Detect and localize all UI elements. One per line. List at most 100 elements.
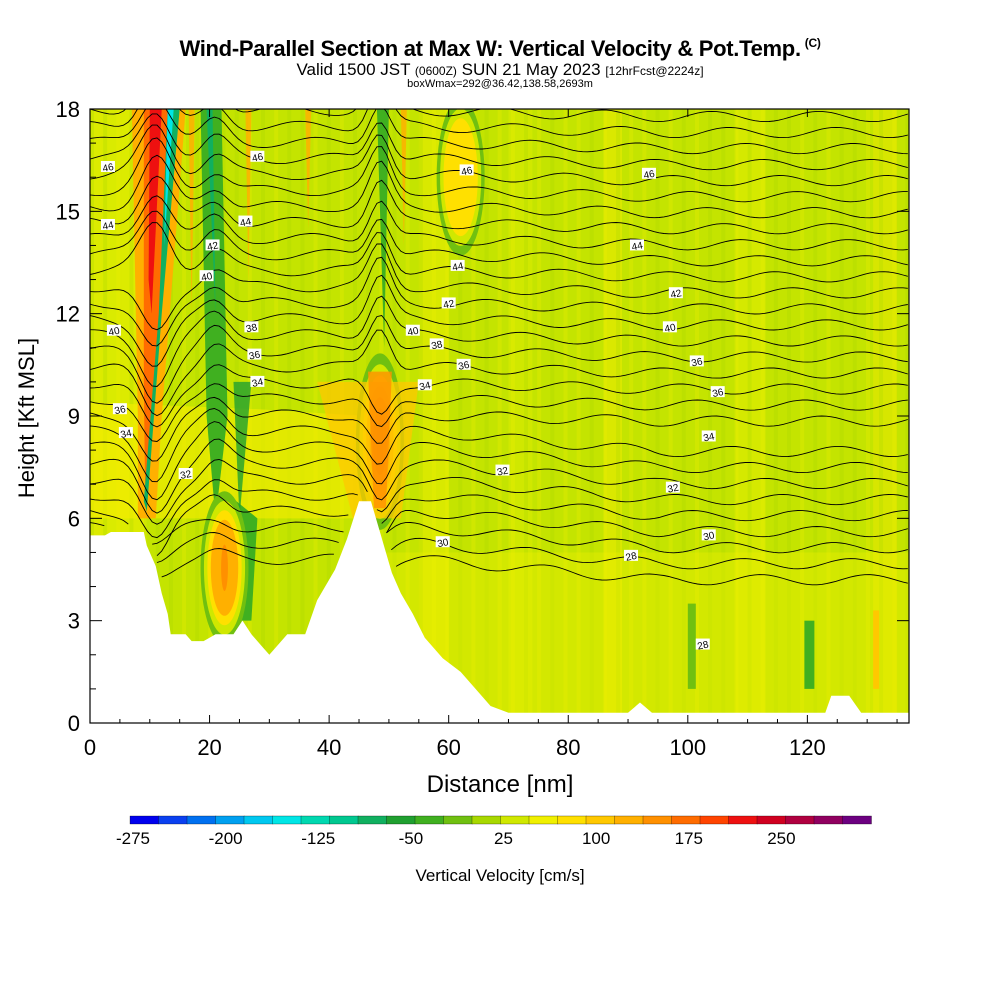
downdraft-streak bbox=[376, 109, 389, 348]
x-tick-label: 60 bbox=[436, 735, 460, 760]
colorbar-swatch bbox=[699, 815, 730, 825]
colorbar-swatch bbox=[728, 815, 758, 825]
field-stripe bbox=[773, 109, 778, 723]
downdraft-streak bbox=[687, 603, 696, 689]
field-stripe bbox=[839, 109, 844, 723]
contour-label-box bbox=[641, 167, 656, 179]
downdraft-band bbox=[233, 381, 252, 519]
upper-updraft-streak bbox=[400, 109, 407, 246]
contour-label: 46 bbox=[102, 162, 116, 175]
field-stripe bbox=[892, 109, 897, 723]
x-tick-label: 40 bbox=[317, 735, 341, 760]
field-stripe bbox=[879, 109, 884, 723]
isentrope-line bbox=[90, 256, 908, 347]
isentrope-line bbox=[90, 479, 908, 539]
field-band bbox=[604, 109, 623, 723]
colorbar-swatch bbox=[557, 815, 587, 825]
colorbar-swatch bbox=[813, 815, 844, 825]
contour-label-box bbox=[199, 270, 214, 282]
x-tick-label: 100 bbox=[669, 735, 706, 760]
isentrope-line bbox=[161, 548, 908, 586]
isentrope-line bbox=[90, 396, 908, 462]
field-stripe bbox=[576, 109, 581, 723]
contour-label-box bbox=[178, 467, 193, 479]
field-stripe bbox=[734, 109, 739, 723]
field-stripe bbox=[668, 109, 673, 723]
contour-label: 28 bbox=[625, 551, 639, 564]
field-stripe bbox=[800, 109, 805, 723]
isentrope-line bbox=[90, 109, 908, 139]
colorbar-swatch bbox=[443, 815, 473, 825]
colorbar: Vertical Velocity [cm/s] -275 -200 -125 -50… bbox=[116, 815, 872, 885]
downdraft-band bbox=[164, 109, 174, 246]
colorbar-swatch bbox=[386, 815, 416, 825]
contour-label-box bbox=[100, 160, 115, 172]
contour-label-box bbox=[244, 321, 259, 333]
isentrope-line bbox=[90, 109, 908, 123]
contour-label-box bbox=[495, 464, 510, 476]
isentrope-line bbox=[90, 519, 908, 554]
colorbar-swatch bbox=[585, 815, 616, 825]
contour-label-box bbox=[247, 348, 262, 360]
contour-label: 42 bbox=[670, 288, 684, 301]
colorbar-swatch bbox=[756, 815, 787, 825]
isentrope-line bbox=[90, 175, 908, 235]
colorbar-swatch bbox=[243, 815, 274, 825]
contour-label: 34 bbox=[251, 377, 265, 390]
chart-box-info: boxWmax=292@36.42,138.58,2693m bbox=[407, 78, 593, 90]
downdraft-band bbox=[206, 109, 216, 314]
chart-title: Wind-Parallel Section at Max W: Vertical… bbox=[179, 36, 821, 61]
x-tick-label: 20 bbox=[197, 735, 221, 760]
y-tick-label: 12 bbox=[56, 302, 80, 327]
contour-label-box bbox=[662, 321, 677, 333]
contour-label-box bbox=[710, 386, 725, 398]
colorbar-swatch bbox=[671, 815, 701, 825]
isentrope-line bbox=[90, 210, 908, 267]
field-stripe bbox=[852, 109, 857, 723]
x-tick-label: 0 bbox=[84, 735, 96, 760]
colorbar-tick-label: -200 bbox=[209, 829, 243, 848]
potential-temperature-contours bbox=[90, 109, 908, 586]
contour-label-box bbox=[118, 427, 133, 439]
contour-label-box bbox=[441, 297, 456, 309]
isentrope-line bbox=[156, 532, 908, 570]
contour-label-box bbox=[701, 430, 716, 442]
contour-label: 44 bbox=[451, 261, 465, 274]
isentrope-line bbox=[90, 113, 908, 171]
contour-label: 44 bbox=[631, 240, 645, 253]
field-stripe bbox=[694, 109, 699, 723]
updraft-band bbox=[221, 544, 228, 592]
colorbar-swatch bbox=[842, 815, 872, 825]
x-tick-label: 80 bbox=[556, 735, 580, 760]
updraft-envelope bbox=[367, 371, 392, 509]
terrain bbox=[90, 501, 909, 723]
field-stripe bbox=[563, 109, 568, 723]
contour-label: 40 bbox=[108, 326, 122, 339]
colorbar-swatch bbox=[186, 815, 217, 825]
contour-label-box bbox=[665, 481, 680, 493]
contour-label: 46 bbox=[251, 152, 265, 165]
contour-label: 30 bbox=[702, 530, 716, 543]
colorbar-swatch bbox=[471, 815, 502, 825]
field-stripe bbox=[458, 109, 463, 723]
colorbar-tick-label: 100 bbox=[582, 829, 610, 848]
contour-label-box bbox=[695, 638, 710, 650]
contour-label: 36 bbox=[691, 356, 705, 369]
contour-label: 46 bbox=[460, 165, 474, 178]
contour-label-box bbox=[701, 529, 716, 541]
field-stripe bbox=[484, 109, 489, 723]
field-stripe bbox=[629, 109, 634, 723]
isentrope-line bbox=[90, 137, 908, 203]
contour-label-box bbox=[456, 358, 471, 370]
field-stripe bbox=[681, 109, 686, 723]
isentrope-line bbox=[90, 329, 908, 417]
colorbar-swatch bbox=[414, 815, 445, 825]
contour-label: 28 bbox=[696, 639, 710, 652]
colorbar-swatch bbox=[158, 815, 188, 825]
colorbar-swatch bbox=[614, 815, 644, 825]
contour-label-box bbox=[689, 355, 704, 367]
isentrope-line bbox=[90, 314, 908, 404]
field-stripe bbox=[445, 109, 450, 723]
contour-label: 36 bbox=[248, 349, 262, 362]
contour-label: 40 bbox=[664, 322, 678, 335]
